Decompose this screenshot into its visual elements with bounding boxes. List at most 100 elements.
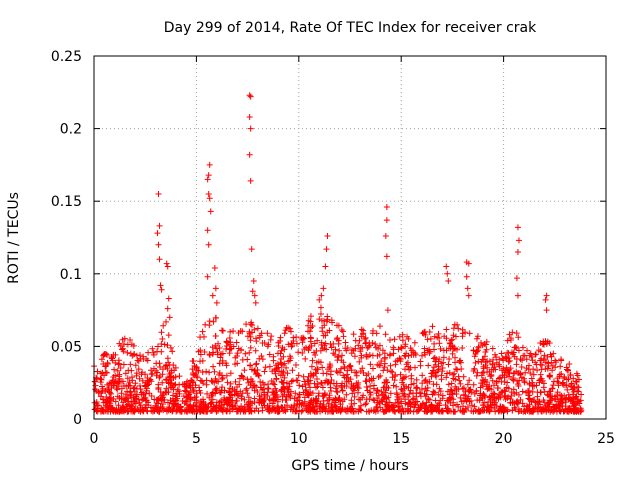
band-point xyxy=(415,407,422,414)
band-point xyxy=(484,369,491,376)
band-point xyxy=(300,335,307,342)
band-point xyxy=(445,405,452,412)
band-point xyxy=(460,373,467,380)
band-point xyxy=(456,377,463,384)
band-point xyxy=(242,408,249,415)
band-point xyxy=(465,393,472,400)
band-point xyxy=(133,393,140,400)
band-point xyxy=(358,326,365,333)
band-point xyxy=(208,390,215,397)
band-point xyxy=(464,381,471,388)
band-point xyxy=(335,322,342,329)
band-point xyxy=(124,375,131,382)
band-point xyxy=(159,335,166,342)
band-point xyxy=(93,407,100,414)
band-point xyxy=(530,366,537,373)
band-point xyxy=(457,380,464,387)
band-point xyxy=(266,363,273,370)
band-point xyxy=(203,368,210,375)
band-point xyxy=(389,369,396,376)
band-point xyxy=(271,367,278,374)
data-point xyxy=(513,275,520,282)
band-point xyxy=(243,321,250,328)
data-point xyxy=(252,299,259,306)
band-point xyxy=(407,364,414,371)
data-point xyxy=(382,233,389,240)
band-point xyxy=(472,359,479,366)
band-point xyxy=(319,384,326,391)
band-point xyxy=(109,357,116,364)
band-point xyxy=(223,372,230,379)
band-point xyxy=(247,362,254,369)
band-point xyxy=(313,397,320,404)
band-point xyxy=(444,370,451,377)
band-point xyxy=(332,346,339,353)
band-point xyxy=(256,399,263,406)
data-point xyxy=(250,278,257,285)
band-point xyxy=(519,344,526,351)
band-point xyxy=(443,374,450,381)
band-point xyxy=(452,366,459,373)
band-point xyxy=(459,326,466,333)
band-point xyxy=(167,397,174,404)
band-point xyxy=(117,364,124,371)
band-point xyxy=(261,389,268,396)
data-point xyxy=(205,172,212,179)
band-point xyxy=(169,407,176,414)
band-point xyxy=(331,351,338,358)
band-point xyxy=(480,365,487,372)
data-point xyxy=(465,260,472,267)
band-point xyxy=(228,345,235,352)
data-point xyxy=(246,151,253,158)
band-point xyxy=(100,360,107,367)
band-point xyxy=(323,318,330,325)
band-point xyxy=(466,398,473,405)
band-point xyxy=(193,373,200,380)
band-point xyxy=(338,407,345,414)
band-point xyxy=(295,372,302,379)
band-point xyxy=(173,406,180,413)
data-point xyxy=(320,285,327,292)
band-point xyxy=(499,355,506,362)
band-point xyxy=(382,331,389,338)
band-point xyxy=(482,362,489,369)
band-point xyxy=(522,369,529,376)
band-point xyxy=(456,358,463,365)
band-point xyxy=(221,387,228,394)
band-point xyxy=(310,372,316,379)
band-point xyxy=(386,399,393,406)
data-point xyxy=(514,224,521,231)
data-point xyxy=(246,113,253,120)
band-point xyxy=(474,369,481,376)
band-point xyxy=(382,354,389,361)
band-point xyxy=(379,347,386,354)
band-point xyxy=(417,358,424,365)
band-point xyxy=(207,407,214,414)
data-point xyxy=(318,292,325,299)
band-point xyxy=(119,345,126,352)
band-point xyxy=(197,377,204,384)
band-point xyxy=(97,379,104,386)
band-point xyxy=(108,397,115,404)
band-point xyxy=(170,362,177,369)
band-point xyxy=(232,378,239,385)
band-point xyxy=(439,395,446,402)
band-point xyxy=(202,321,209,328)
band-point xyxy=(245,394,252,401)
band-point xyxy=(183,387,190,394)
band-point xyxy=(186,391,193,398)
band-point xyxy=(240,375,247,382)
band-point xyxy=(526,396,533,403)
band-point xyxy=(392,361,399,368)
band-point xyxy=(421,345,428,352)
band-point xyxy=(209,396,216,403)
band-point xyxy=(574,372,581,379)
x-axis-label: GPS time / hours xyxy=(291,458,408,474)
band-point xyxy=(206,369,213,376)
band-point xyxy=(117,408,124,415)
band-point xyxy=(547,388,554,395)
band-point xyxy=(114,380,121,387)
band-point xyxy=(261,368,268,375)
band-point xyxy=(457,357,464,364)
band-point xyxy=(189,378,196,385)
